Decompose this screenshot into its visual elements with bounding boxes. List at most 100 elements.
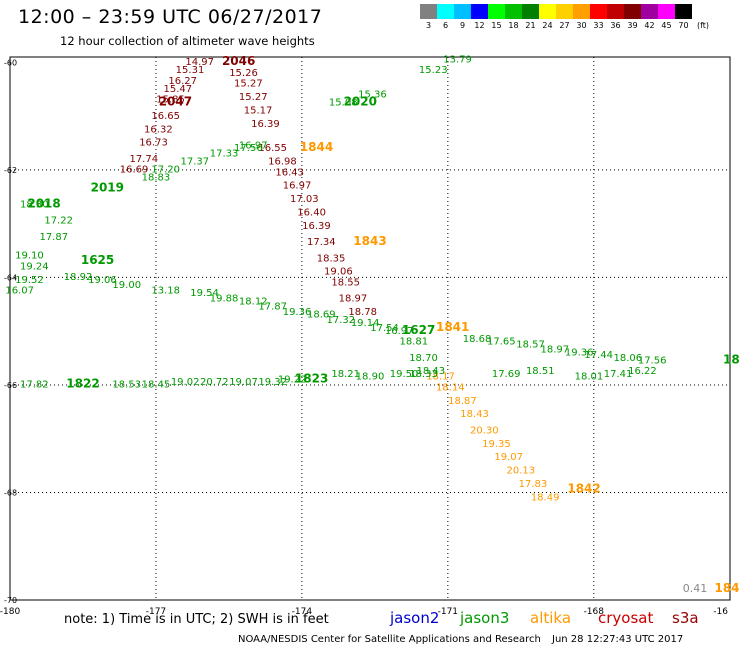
swh-value: 19.07 (494, 452, 523, 463)
swh-value: 18.55 (331, 277, 360, 288)
swh-value: 16.73 (139, 138, 168, 149)
swh-value: 18.12 (239, 296, 268, 307)
lat-tick-label: -70 (4, 596, 17, 605)
swh-value: 15.26 (229, 68, 258, 79)
swh-value: 19.14 (351, 318, 380, 329)
mission-jason3: jason3 (460, 609, 510, 627)
scale-label: 3 (425, 21, 432, 30)
scale-label: 30 (576, 21, 587, 30)
swh-value: 19.32 (258, 377, 287, 388)
mission-s3a: s3a (672, 609, 699, 627)
mission-altika: altika (530, 609, 572, 627)
lon-tick-label: -177 (146, 607, 166, 617)
swh-value: 20.72 (200, 377, 229, 388)
pass-label: 2019 (91, 180, 124, 194)
lat-tick-label: -60 (4, 58, 17, 67)
swh-value: 17.82 (20, 380, 49, 391)
swh-value: 16.27 (168, 76, 197, 87)
page-subtitle: 12 hour collection of altimeter wave hei… (60, 34, 315, 48)
lat-tick-label: -66 (4, 381, 17, 390)
swh-value: 15.36 (358, 89, 387, 100)
swh-value: 13.79 (443, 54, 472, 65)
scale-swatch (573, 4, 590, 19)
swh-value: 19.06 (324, 267, 353, 278)
swh-value: 18.70 (409, 353, 438, 364)
lat-tick-label: -68 (4, 488, 17, 497)
swh-value: 15.08 (329, 97, 358, 108)
pass-label: 1627 (402, 323, 435, 337)
swh-value: 16.97 (385, 326, 414, 337)
swh-value: 19.24 (20, 261, 49, 272)
swh-value: 15.17 (244, 105, 273, 116)
swh-value: 15.85 (156, 95, 185, 106)
swh-value: 16.55 (258, 143, 287, 154)
swh-value: 18.92 (64, 272, 93, 283)
swh-value: 16.97 (239, 140, 268, 151)
swh-value: 19.52 (15, 275, 44, 286)
swh-value: 17.56 (234, 143, 263, 154)
swh-value: 18.57 (516, 339, 545, 350)
swh-value: 18.06 (614, 353, 643, 364)
scale-label: 21 (525, 21, 536, 30)
scale-swatch (471, 4, 488, 19)
swh-value: 17.22 (44, 216, 73, 227)
swh-value: 15.31 (176, 65, 205, 76)
swh-value: 19.88 (210, 294, 239, 305)
swh-value: 17.65 (487, 337, 516, 348)
lon-tick-label: -168 (584, 607, 605, 617)
pass-label: 2046 (222, 54, 255, 68)
swh-value: 17.41 (604, 369, 633, 380)
swh-value: 18.69 (307, 310, 336, 321)
pass-label: 1842 (567, 481, 600, 495)
pass-label: 2047 (159, 94, 192, 108)
scale-label: 6 (442, 21, 449, 30)
swh-value: 17.20 (151, 165, 180, 176)
swh-value: 16.07 (5, 286, 34, 297)
lon-tick-label: -174 (292, 607, 313, 617)
swh-value: 16.65 (151, 111, 180, 122)
swh-value: 19.02 (171, 377, 200, 388)
scale-swatch (556, 4, 573, 19)
scale-label: 33 (593, 21, 604, 30)
lon-tick-label: -171 (438, 607, 458, 617)
swh-value: 17.56 (638, 355, 667, 366)
swh-value: 18.45 (142, 380, 171, 391)
swh-value: 18.68 (463, 334, 492, 345)
scale-label: 12 (474, 21, 485, 30)
scale-swatch (675, 4, 692, 19)
swh-value: 18.97 (541, 345, 570, 356)
swh-value: 15.47 (164, 84, 193, 95)
scale-label: 15 (491, 21, 502, 30)
scale-label: 45 (661, 21, 672, 30)
swh-value: 19.22 (278, 374, 307, 385)
scale-label: 24 (542, 21, 553, 30)
swh-value: 18.43 (416, 366, 445, 377)
swh-value: 20.13 (506, 466, 535, 477)
swh-value: 18.81 (399, 337, 428, 348)
scale-label: 18 (508, 21, 519, 30)
swh-value: 17.03 (290, 194, 319, 205)
swh-value: 19.36 (283, 307, 312, 318)
footer-note: note: 1) Time is in UTC; 2) SWH is in fe… (64, 612, 329, 627)
scale-label: 9 (459, 21, 466, 30)
swh-value: 17.34 (307, 237, 336, 248)
lon-tick-label: -16 (713, 607, 728, 617)
credit-text: NOAA/NESDIS Center for Satellite Applica… (238, 634, 541, 645)
pass-label: 1823 (295, 371, 328, 385)
swh-value: 17.87 (258, 302, 287, 313)
swh-value: 18.51 (526, 366, 555, 377)
swh-value: 17.44 (584, 350, 613, 361)
pass-label: 2018 (27, 197, 60, 211)
swh-value: 18.90 (356, 372, 385, 383)
swh-value: 16.43 (275, 167, 304, 178)
scale-label: 27 (559, 21, 570, 30)
swh-value: 16.39 (251, 119, 280, 130)
swh-value: 19.00 (112, 280, 141, 291)
pass-label: 1844 (300, 140, 333, 154)
swh-value: 19.54 (190, 288, 219, 299)
scale-label: 39 (627, 21, 638, 30)
scale-unit: (ft) (696, 21, 710, 30)
swh-value: 18.01 (575, 372, 604, 383)
scale-label: 42 (644, 21, 655, 30)
